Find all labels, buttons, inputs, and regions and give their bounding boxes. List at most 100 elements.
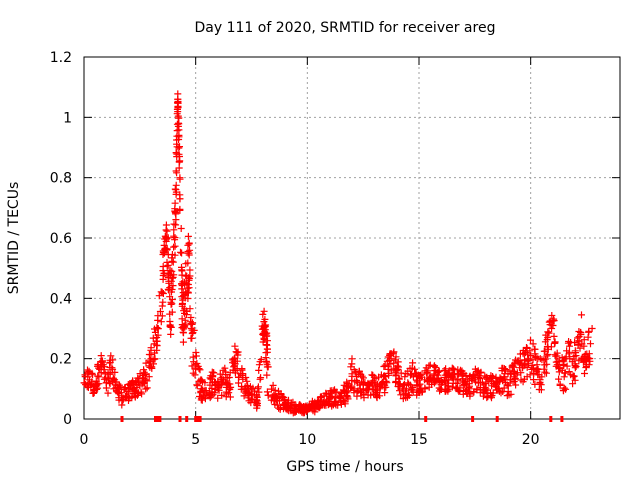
y-tick-label: 0: [63, 412, 72, 428]
data-point: [154, 325, 162, 333]
data-point: [344, 393, 352, 401]
data-point: [457, 366, 464, 374]
data-point: [197, 396, 205, 404]
data-point: [372, 375, 380, 383]
y-tick-label: 0.8: [50, 171, 72, 187]
data-point: [167, 330, 175, 338]
data-point: [210, 369, 218, 377]
data-point: [114, 389, 122, 397]
zero-marker: [471, 416, 475, 422]
data-point: [98, 357, 106, 365]
data-point: [416, 387, 424, 395]
data-point: [568, 358, 576, 366]
data-point: [164, 261, 172, 269]
data-point: [523, 344, 530, 351]
data-point: [430, 379, 438, 387]
data-point: [263, 371, 271, 379]
x-tick-label: 15: [410, 432, 428, 448]
data-point: [334, 401, 342, 409]
data-point: [104, 389, 112, 397]
data-point: [411, 365, 419, 373]
data-point: [555, 375, 563, 383]
data-point: [102, 384, 110, 392]
data-point: [401, 389, 409, 397]
data-point: [416, 371, 424, 379]
data-point: [567, 339, 575, 346]
data-point: [237, 385, 245, 393]
data-point: [104, 368, 112, 376]
data-point: [425, 377, 433, 385]
data-point: [585, 361, 593, 369]
zero-marker: [196, 416, 200, 422]
data-point: [176, 174, 184, 182]
data-point: [544, 334, 552, 341]
data-point: [177, 248, 184, 256]
data-point: [510, 378, 518, 385]
data-point: [536, 378, 544, 386]
data-point: [243, 377, 251, 385]
data-point: [168, 288, 175, 296]
data-point: [484, 393, 492, 401]
data-point: [147, 344, 155, 352]
data-point: [185, 239, 193, 247]
data-point: [562, 385, 570, 393]
data-point: [199, 378, 206, 386]
data-point: [387, 367, 395, 375]
data-point: [540, 347, 548, 355]
data-points: [80, 90, 596, 422]
data-point: [505, 391, 513, 399]
data-point: [327, 393, 335, 401]
data-point: [271, 386, 279, 394]
data-point: [175, 150, 183, 158]
data-point: [485, 378, 493, 386]
data-point: [179, 338, 187, 346]
data-point: [147, 351, 155, 359]
data-point: [382, 377, 390, 385]
data-point: [186, 246, 194, 254]
y-tick-label: 1.2: [50, 50, 72, 66]
data-point: [408, 370, 416, 378]
data-point: [525, 357, 533, 365]
data-point: [163, 258, 171, 266]
data-point: [424, 367, 432, 375]
data-point: [392, 353, 400, 361]
data-point: [168, 257, 176, 265]
data-point: [143, 384, 151, 392]
data-point: [444, 387, 452, 395]
data-point: [171, 242, 179, 250]
data-point: [545, 318, 553, 326]
data-point: [277, 391, 285, 398]
zero-marker: [424, 416, 428, 422]
data-point: [107, 352, 115, 360]
data-point: [222, 371, 230, 379]
data-point: [483, 373, 491, 381]
data-point: [89, 371, 97, 379]
data-point: [587, 340, 594, 348]
data-point: [343, 392, 351, 400]
data-point: [169, 274, 176, 282]
data-point: [460, 381, 468, 389]
data-point: [188, 320, 196, 328]
data-point: [159, 290, 167, 297]
data-point: [142, 370, 150, 378]
data-point: [255, 366, 263, 374]
data-point: [450, 374, 458, 382]
data-point: [243, 387, 251, 395]
data-point: [401, 373, 409, 381]
data-point: [143, 377, 151, 385]
data-point: [300, 403, 308, 411]
data-point: [550, 332, 558, 340]
data-point: [231, 342, 239, 350]
data-point: [187, 320, 195, 327]
data-point: [569, 380, 577, 388]
data-point: [170, 232, 178, 240]
data-point: [572, 363, 580, 370]
data-point: [137, 388, 145, 396]
data-point: [255, 361, 263, 369]
data-point: [560, 384, 568, 392]
data-point: [149, 334, 157, 342]
data-point: [157, 318, 165, 326]
data-point: [214, 394, 222, 402]
data-point: [578, 311, 585, 319]
